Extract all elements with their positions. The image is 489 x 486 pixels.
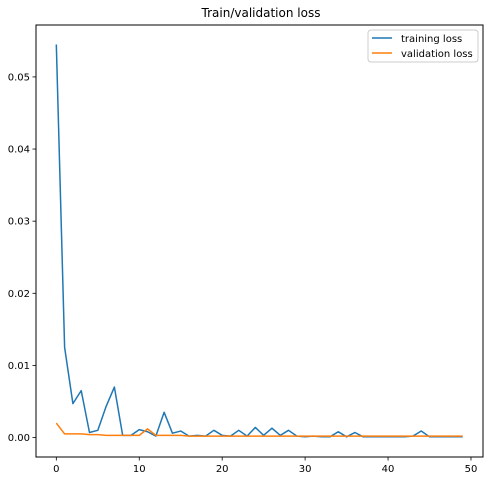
legend-label-training-loss: training loss	[401, 34, 462, 45]
y-tick-label: 0.00	[8, 433, 30, 444]
plot-area-frame	[35, 24, 484, 458]
x-tick-label: 40	[382, 464, 395, 475]
series-layer	[55, 44, 463, 438]
legend-box	[367, 29, 479, 63]
y-tick-label: 0.02	[8, 289, 30, 300]
legend: training loss validation loss	[367, 29, 479, 63]
x-tick-label: 30	[299, 464, 312, 475]
series-line-validation-loss	[55, 422, 463, 437]
x-tick-label: 50	[465, 464, 478, 475]
x-axis-ticks: 0 10 20 30 40 50	[53, 457, 477, 475]
x-tick-label: 10	[133, 464, 146, 475]
chart-title: Train/validation loss	[201, 6, 321, 20]
legend-label-validation-loss: validation loss	[401, 49, 473, 60]
y-tick-label: 0.04	[8, 145, 30, 156]
x-tick-label: 0	[53, 464, 59, 475]
y-tick-label: 0.03	[8, 217, 30, 228]
y-tick-label: 0.01	[8, 361, 30, 372]
x-tick-label: 20	[216, 464, 229, 475]
y-tick-label: 0.05	[8, 72, 30, 83]
y-axis-ticks: 0.00 0.01 0.02 0.03 0.04 0.05	[8, 72, 36, 444]
